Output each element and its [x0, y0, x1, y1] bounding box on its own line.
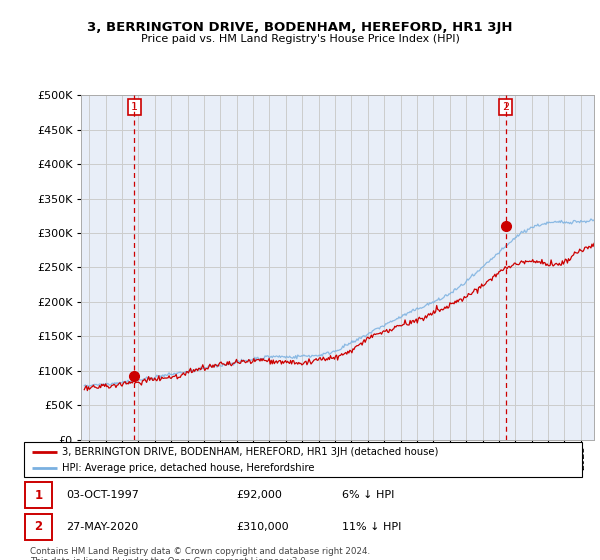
Text: 27-MAY-2020: 27-MAY-2020: [66, 522, 138, 531]
Text: 2: 2: [502, 102, 509, 112]
Text: 3, BERRINGTON DRIVE, BODENHAM, HEREFORD, HR1 3JH (detached house): 3, BERRINGTON DRIVE, BODENHAM, HEREFORD,…: [62, 447, 439, 457]
Text: 6% ↓ HPI: 6% ↓ HPI: [342, 491, 394, 500]
Text: Price paid vs. HM Land Registry's House Price Index (HPI): Price paid vs. HM Land Registry's House …: [140, 34, 460, 44]
Text: 2: 2: [34, 520, 43, 533]
Text: 1: 1: [131, 102, 138, 112]
Text: 3, BERRINGTON DRIVE, BODENHAM, HEREFORD, HR1 3JH: 3, BERRINGTON DRIVE, BODENHAM, HEREFORD,…: [87, 21, 513, 34]
Bar: [25, 482, 52, 508]
Text: 03-OCT-1997: 03-OCT-1997: [66, 491, 139, 500]
Text: £92,000: £92,000: [236, 491, 282, 500]
Text: 11% ↓ HPI: 11% ↓ HPI: [342, 522, 401, 531]
Text: £310,000: £310,000: [236, 522, 289, 531]
Text: HPI: Average price, detached house, Herefordshire: HPI: Average price, detached house, Here…: [62, 463, 314, 473]
Bar: [25, 514, 52, 540]
Text: 1: 1: [34, 489, 43, 502]
Text: Contains HM Land Registry data © Crown copyright and database right 2024.
This d: Contains HM Land Registry data © Crown c…: [30, 547, 370, 560]
